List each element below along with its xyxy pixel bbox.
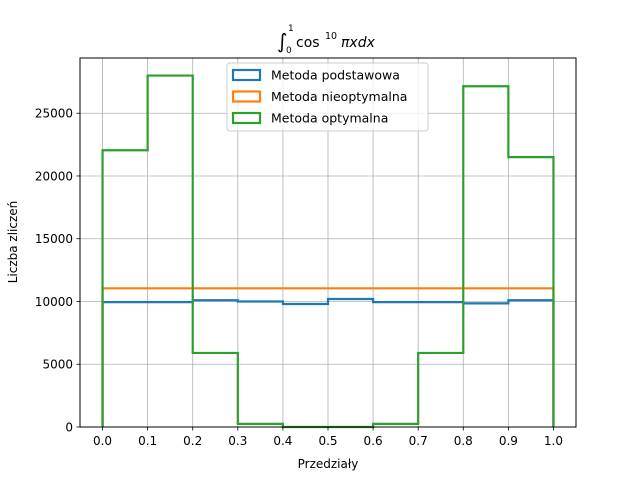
y-tick-label: 5000 <box>42 358 73 372</box>
legend-label: Metoda optymalna <box>271 111 388 126</box>
histogram-bin <box>508 157 553 427</box>
histogram-bin <box>373 288 418 427</box>
series-2 <box>101 287 555 427</box>
y-tick-label: 15000 <box>35 232 73 246</box>
x-tick-label: 0.0 <box>93 434 112 448</box>
x-tick-label: 1.0 <box>544 434 563 448</box>
legend-swatch <box>231 111 262 125</box>
x-tick-label: 0.9 <box>499 434 518 448</box>
y-axis-label: Liczba zliczeń <box>6 201 20 284</box>
histogram-bin <box>148 76 193 427</box>
x-tick-label: 0.6 <box>364 434 383 448</box>
histogram-bin <box>283 288 328 427</box>
legend-swatch <box>231 68 262 82</box>
legend-label: Metoda nieoptymalna <box>271 89 407 104</box>
histogram-bin <box>418 353 463 427</box>
title-upper-limit: 1 <box>288 24 294 34</box>
x-axis-label: Przedziały <box>298 457 359 471</box>
histogram-bin <box>103 150 148 427</box>
series-outline <box>101 287 555 427</box>
y-tick-label: 20000 <box>35 169 73 183</box>
title-tail: πxdx <box>341 35 376 51</box>
title-exponent: 10 <box>325 31 337 42</box>
histogram-bin <box>238 288 283 427</box>
y-tick-label: 10000 <box>35 295 73 309</box>
x-tick-label: 0.3 <box>228 434 247 448</box>
legend-label: Metoda podstawowa <box>271 68 400 83</box>
x-tick-label: 0.5 <box>318 434 337 448</box>
x-tick-label: 0.2 <box>183 434 202 448</box>
histogram-bin <box>193 353 238 427</box>
y-axis: 0 5000 10000 15000 20000 25000 <box>35 107 80 435</box>
chart-title: ∫ 1 0 cos 10 πxdx <box>277 24 376 56</box>
y-tick-label: 25000 <box>35 107 73 121</box>
legend-swatch <box>231 90 262 103</box>
title-integrand: cos <box>296 35 320 51</box>
histogram-bin <box>463 86 508 427</box>
integral-sign-glyph: ∫ <box>277 29 287 53</box>
x-tick-label: 0.1 <box>138 434 157 448</box>
title-lower-limit: 0 <box>286 46 292 56</box>
legend-box <box>226 62 429 132</box>
x-axis: 0.0 0.1 0.2 0.3 0.4 0.5 0.6 0.7 0.8 0.9 1.0 <box>93 427 563 448</box>
x-tick-label: 0.4 <box>273 434 292 448</box>
legend: Metoda podstawowa Metoda nieoptymalna Meto… <box>226 62 429 132</box>
x-tick-label: 0.8 <box>454 434 473 448</box>
y-tick-label: 0 <box>65 421 73 435</box>
x-tick-label: 0.7 <box>409 434 428 448</box>
histogram-bin <box>328 288 373 427</box>
